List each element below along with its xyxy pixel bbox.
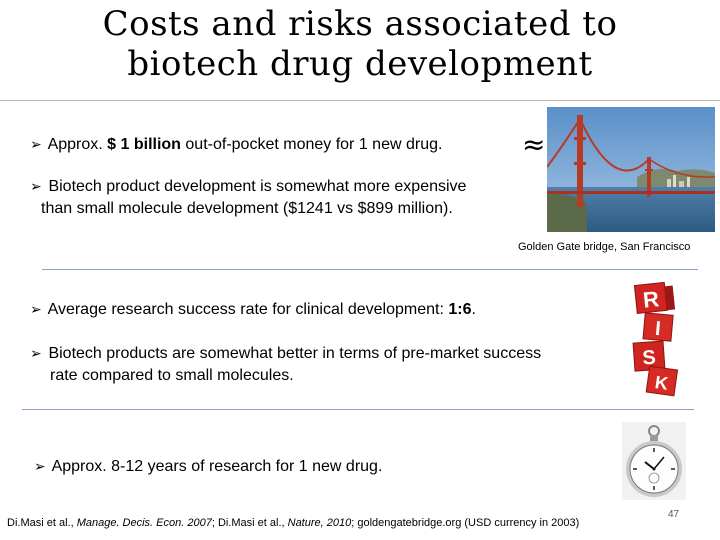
bullet-success-rate-post: . bbox=[471, 301, 476, 318]
bullet-cost-amount: $ 1 billion bbox=[107, 136, 181, 153]
citation-journal-1: Manage. Decis. Econ. 2007 bbox=[76, 517, 212, 529]
risk-letter-i: I bbox=[654, 318, 661, 340]
page-number: 47 bbox=[668, 509, 680, 520]
citation-part-3: ; goldengatebridge.org (USD currency in … bbox=[351, 517, 580, 529]
footer-citation: Di.Masi et al., Manage. Decis. Econ. 200… bbox=[7, 517, 579, 529]
title-line-1: Costs and risks associated to bbox=[102, 4, 618, 44]
bullet-success-rate-ratio: 1:6 bbox=[448, 301, 472, 318]
risk-letter-r: R bbox=[642, 286, 661, 313]
section-divider-2 bbox=[22, 409, 694, 410]
arrow-bullet-icon: ➢ bbox=[30, 178, 42, 194]
risk-blocks-image: R I S K bbox=[632, 281, 679, 397]
bullet-biotech-cost: ➢ Biotech product development is somewha… bbox=[30, 175, 466, 220]
bullet-cost: ➢ Approx. $ 1 billion out-of-pocket mone… bbox=[30, 133, 442, 156]
citation-part-1: Di.Masi et al., bbox=[7, 517, 77, 529]
arrow-bullet-icon: ➢ bbox=[30, 345, 42, 361]
arrow-bullet-icon: ➢ bbox=[30, 136, 42, 152]
arrow-bullet-icon: ➢ bbox=[34, 458, 46, 474]
citation-journal-2: Nature, 2010 bbox=[287, 517, 352, 529]
approx-symbol: ≈ bbox=[522, 128, 546, 161]
bullet-premarket: ➢ Biotech products are somewhat better i… bbox=[30, 342, 541, 387]
bullet-biotech-cost-line2: than small molecule development ($1241 v… bbox=[41, 200, 453, 217]
bullet-years: ➢ Approx. 8-12 years of research for 1 n… bbox=[34, 455, 382, 478]
pocket-watch-image bbox=[622, 422, 686, 500]
bullet-premarket-line1: Biotech products are somewhat better in … bbox=[48, 345, 542, 362]
title-line-2: biotech drug development bbox=[127, 44, 593, 84]
bullet-success-rate-pre: Average research success rate for clinic… bbox=[47, 301, 444, 318]
risk-letter-k: K bbox=[654, 372, 670, 394]
bullet-success-rate: ➢ Average research success rate for clin… bbox=[30, 298, 476, 321]
bullet-premarket-line2: rate compared to small molecules. bbox=[50, 367, 294, 384]
section-divider-1 bbox=[42, 269, 698, 270]
title-divider bbox=[0, 100, 720, 101]
citation-part-2: ; Di.Masi et al., bbox=[211, 517, 288, 529]
bullet-years-text: Approx. 8-12 years of research for 1 new… bbox=[51, 458, 383, 475]
bridge-caption: Golden Gate bridge, San Francisco bbox=[518, 241, 691, 253]
bullet-cost-post: out-of-pocket money for 1 new drug. bbox=[185, 136, 443, 153]
slide-title: Costs and risks associated to biotech dr… bbox=[0, 4, 720, 84]
arrow-bullet-icon: ➢ bbox=[30, 301, 42, 317]
bullet-biotech-cost-line1: Biotech product development is somewhat … bbox=[48, 178, 467, 195]
bullet-cost-pre: Approx. bbox=[47, 136, 103, 153]
risk-letter-s: S bbox=[642, 347, 657, 370]
golden-gate-bridge-photo bbox=[547, 107, 715, 232]
